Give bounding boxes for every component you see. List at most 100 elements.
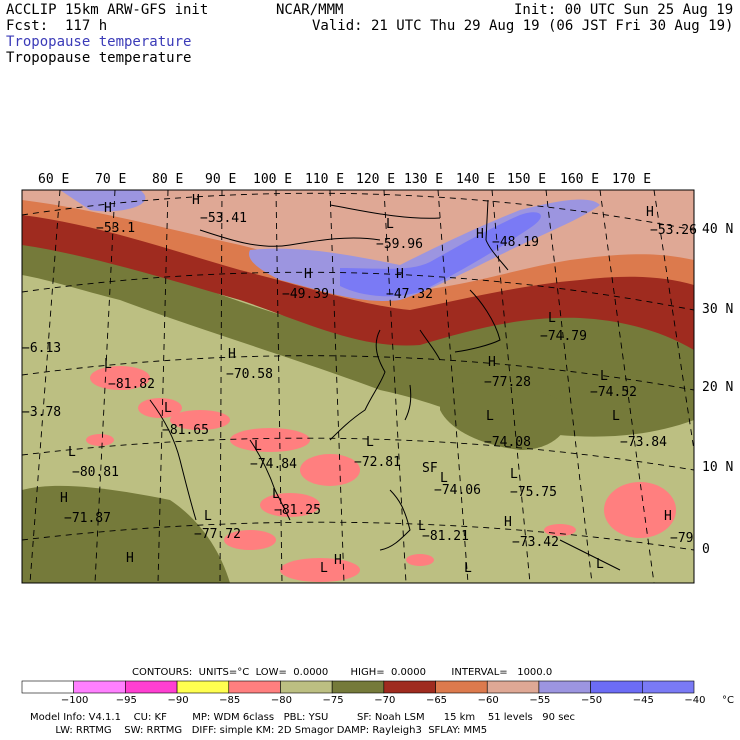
model-info-line1: Model Info: V4.1.1 CU: KF MP: WDM 6class…	[30, 712, 576, 723]
extremum-marker: L	[366, 435, 374, 450]
field-band-45	[340, 212, 541, 297]
extremum-marker: L	[596, 557, 604, 572]
extremum-marker: H	[104, 201, 112, 216]
extremum-value: −81.25	[274, 503, 321, 518]
extremum-marker: L	[164, 401, 172, 416]
extremum-value: −77.28	[484, 375, 531, 390]
model-title: ACCLIP 15km ARW-GFS init	[6, 2, 209, 18]
extremum-value: −79	[670, 531, 693, 546]
extremum-marker: L	[612, 409, 620, 424]
extremum-marker: H	[488, 355, 496, 370]
extremum-marker: L	[204, 509, 212, 524]
extremum-value: −74.79	[540, 329, 587, 344]
field-band-80	[86, 366, 676, 582]
extremum-value: −77.72	[194, 527, 241, 542]
model-info-line2: LW: RRTMG SW: RRTMG DIFF: simple KM: 2D …	[30, 725, 488, 736]
extremum-marker: L	[440, 471, 448, 486]
map-frame	[21, 189, 695, 584]
colorbar-tick-label: −65	[425, 695, 448, 706]
colorbar-tick-label: −40	[684, 695, 706, 706]
extremum-marker: L	[104, 357, 112, 372]
longitude-label: 70 E	[95, 172, 127, 187]
colorbar-swatch	[486, 680, 540, 694]
forecast-hour: Fcst: 117 h	[6, 18, 108, 34]
init-time: Init: 00 UTC Sun 25 Aug 19	[514, 2, 734, 18]
extremum-value: −49.39	[282, 287, 329, 302]
extremum-value: −73.84	[620, 435, 667, 450]
extremum-marker: L	[272, 487, 280, 502]
colorbar-swatch	[383, 680, 436, 694]
colorbar-tick-label: −85	[219, 695, 241, 706]
extremum-value: −59.96	[376, 237, 423, 252]
colorbar-tick-label: −70	[374, 695, 396, 706]
longitude-label: 100 E	[253, 172, 293, 187]
field-band-70	[440, 381, 568, 450]
colorbar-tick-label: −75	[322, 695, 344, 706]
latitude-label: 40 N	[702, 222, 734, 237]
extremum-marker: L	[548, 311, 556, 326]
colorbar-swatch	[125, 680, 178, 694]
extremum-marker: L	[418, 519, 426, 534]
extremum-marker: L	[386, 217, 394, 232]
colorbar-tick-label: −80	[270, 695, 292, 706]
extremum-marker: H	[126, 551, 134, 566]
valid-time: Valid: 21 UTC Thu 29 Aug 19 (06 JST Fri …	[312, 18, 734, 34]
colorbar-tick-label: °C	[722, 695, 734, 706]
extremum-marker: H	[304, 267, 312, 282]
extremum-marker: H	[476, 227, 484, 242]
extremum-value: −6.13	[22, 341, 61, 356]
colorbar-swatch	[21, 680, 74, 694]
extremum-marker: H	[334, 553, 342, 568]
extremum-value: −81.21	[422, 529, 469, 544]
extremum-value: −74.08	[484, 435, 531, 450]
colorbar-tick-label: −90	[167, 695, 189, 706]
colorbar-swatch	[590, 680, 643, 694]
longitude-label: 140 E	[456, 172, 496, 187]
latitude-label: 10 N	[702, 460, 734, 475]
extremum-value: −74.84	[250, 457, 297, 472]
colorbar-tick-label: −60	[477, 695, 499, 706]
extremum-value: −70.58	[226, 367, 273, 382]
extremum-value: −48.19	[492, 235, 539, 250]
extremum-marker: L	[254, 439, 262, 454]
colorbar-tick-label: −50	[581, 695, 603, 706]
extremum-value: −71.87	[64, 511, 111, 526]
longitude-label: 160 E	[560, 172, 600, 187]
extremum-value: −53.26	[650, 223, 697, 238]
extremum-marker: H	[60, 491, 68, 506]
field-band-50	[60, 190, 146, 212]
colorbar-swatch	[228, 680, 281, 694]
extremum-value: −75.75	[510, 485, 557, 500]
extremum-value: −3.78	[22, 405, 61, 420]
longitude-label: 110 E	[305, 172, 345, 187]
lat-lon-grid	[22, 190, 694, 583]
extremum-marker: SF	[422, 461, 438, 476]
extremum-marker: H	[396, 267, 404, 282]
extremum-value: −81.65	[162, 423, 209, 438]
colorbar-tick-label: −45	[632, 695, 654, 706]
colorbar-swatch	[642, 680, 695, 694]
extremum-marker: L	[464, 561, 472, 576]
extremum-marker: L	[320, 561, 328, 576]
longitude-label: 170 E	[612, 172, 652, 187]
longitude-label: 60 E	[38, 172, 70, 187]
colorbar-swatch	[280, 680, 333, 694]
colorbar-swatch	[435, 680, 488, 694]
extremum-marker: H	[646, 205, 654, 220]
extremum-value: −74.06	[434, 483, 481, 498]
colorbar-tick-label: −95	[115, 695, 137, 706]
colorbar	[21, 680, 695, 694]
field-band-65	[22, 205, 694, 350]
colorbar-swatch	[176, 680, 230, 694]
longitude-label: 120 E	[356, 172, 396, 187]
colorbar-swatch	[538, 680, 591, 694]
extremum-value: −74.52	[590, 385, 637, 400]
colorbar-tick-label: −55	[529, 695, 551, 706]
extremum-value: −73.42	[512, 535, 559, 550]
extremum-marker: H	[228, 347, 236, 362]
extremum-marker: L	[510, 467, 518, 482]
colorbar-tick-label: −100	[60, 695, 89, 706]
extremum-value: −80.81	[72, 465, 119, 480]
extremum-marker: H	[664, 509, 672, 524]
